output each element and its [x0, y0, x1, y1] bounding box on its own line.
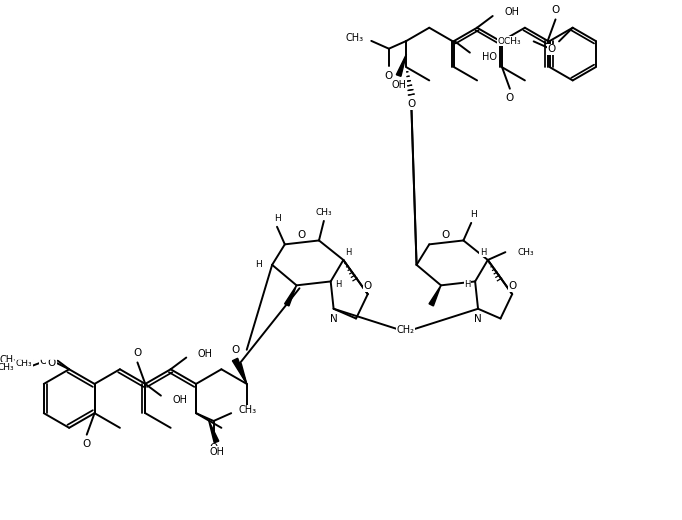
Text: O: O — [551, 5, 560, 15]
Text: H: H — [255, 261, 262, 269]
Text: CH₃: CH₃ — [0, 355, 18, 365]
Polygon shape — [233, 358, 247, 384]
Text: O: O — [83, 439, 91, 449]
Text: CH₃: CH₃ — [517, 248, 534, 257]
Text: N: N — [329, 314, 338, 323]
Polygon shape — [396, 54, 406, 76]
Text: O: O — [364, 281, 372, 291]
Text: CH₃: CH₃ — [16, 359, 32, 368]
Text: O: O — [297, 230, 306, 240]
Text: H: H — [479, 248, 486, 257]
Text: OH: OH — [198, 348, 213, 359]
Polygon shape — [284, 285, 297, 306]
Text: H: H — [470, 210, 477, 218]
Text: OH: OH — [209, 447, 224, 457]
Text: O: O — [407, 99, 415, 109]
Text: O: O — [508, 281, 516, 291]
Text: O: O — [442, 230, 450, 240]
Text: O: O — [385, 71, 393, 81]
Text: OH: OH — [505, 7, 520, 17]
Polygon shape — [209, 421, 219, 443]
Text: O: O — [209, 444, 218, 453]
Text: H: H — [336, 280, 342, 289]
Text: O: O — [231, 345, 239, 355]
Text: OH: OH — [391, 80, 406, 90]
Text: CH₂: CH₂ — [397, 325, 415, 335]
Text: OCH₃: OCH₃ — [497, 37, 521, 46]
Text: HO: HO — [481, 51, 496, 61]
Text: O: O — [506, 94, 514, 103]
Text: CH₃: CH₃ — [0, 363, 14, 372]
Text: O: O — [133, 348, 142, 358]
Text: CH₃: CH₃ — [239, 405, 257, 415]
Text: CH₃: CH₃ — [316, 207, 332, 217]
Text: H: H — [464, 280, 471, 289]
Text: N: N — [474, 314, 482, 323]
Text: CH₃: CH₃ — [345, 33, 364, 43]
Polygon shape — [429, 285, 441, 306]
FancyBboxPatch shape — [1, 335, 70, 360]
Text: O: O — [40, 357, 48, 367]
Text: OH: OH — [173, 395, 188, 405]
Text: O: O — [48, 358, 56, 368]
Text: H: H — [345, 248, 351, 257]
Text: O: O — [547, 44, 555, 54]
Polygon shape — [237, 363, 247, 384]
Text: O: O — [42, 347, 50, 357]
Text: H: H — [273, 214, 280, 223]
